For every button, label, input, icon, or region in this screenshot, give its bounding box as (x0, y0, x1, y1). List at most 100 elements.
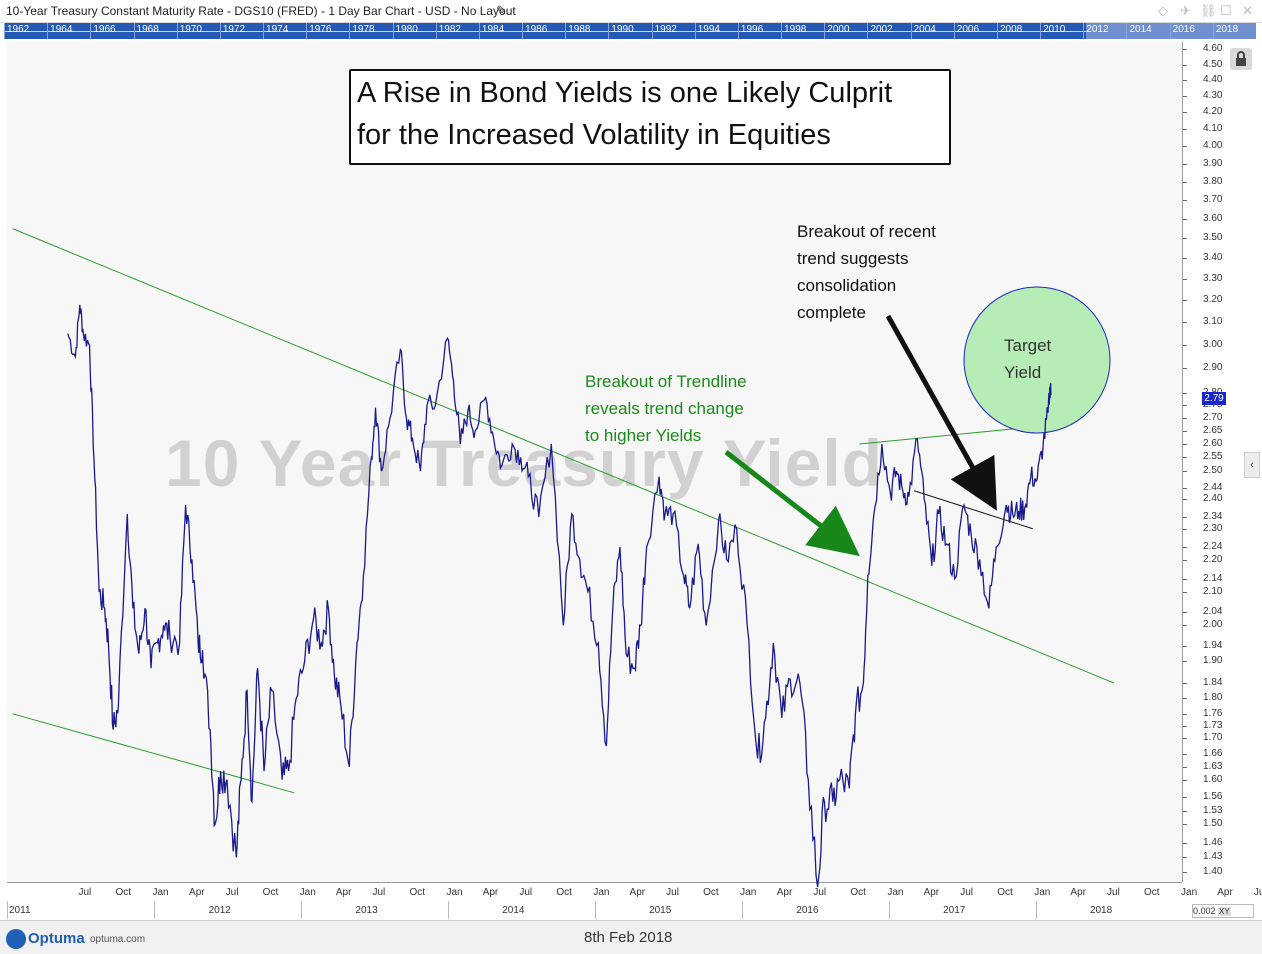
navigator-year-label[interactable]: 1980 (395, 24, 418, 35)
x-month-label: Apr (923, 887, 940, 898)
x-year-separator (153, 901, 155, 919)
brand-url[interactable]: optuma.com (90, 934, 146, 945)
navigator-year-label[interactable]: 2008 (999, 24, 1023, 35)
navigator-year-label[interactable]: 1996 (740, 24, 764, 35)
y-tick-label: 1.40 (1203, 866, 1223, 878)
y-tick-label: 1.80 (1203, 692, 1223, 704)
x-year-label: 2012 (208, 905, 231, 916)
close-icon[interactable]: ✕ (1242, 3, 1253, 18)
navigator-year-label[interactable]: 2014 (1129, 24, 1152, 35)
y-axis-tick (1183, 345, 1187, 347)
x-month-label: Jul (1253, 887, 1262, 898)
x-year-label: 2016 (796, 905, 819, 916)
x-year-separator (7, 901, 8, 919)
y-tick-label: 1.84 (1203, 677, 1223, 689)
navigator-year-tick (47, 23, 49, 39)
y-tick-label: 2.65 (1203, 424, 1223, 436)
navigator-year-label[interactable]: 1976 (309, 24, 332, 35)
x-month-label: Oct (115, 887, 131, 898)
x-month-label: Jan (446, 887, 463, 898)
y-axis-tick (1183, 857, 1187, 859)
edit-pencil-icon[interactable]: ✎ (496, 3, 507, 18)
y-axis-tick (1183, 49, 1187, 51)
x-month-label: Jan (1181, 887, 1198, 898)
navigator-year-label[interactable]: 1992 (654, 24, 677, 35)
navigator-year-label[interactable]: 1994 (697, 24, 720, 35)
y-axis-tick (1183, 754, 1187, 756)
navigator-year-label[interactable]: 1990 (611, 24, 634, 35)
diamond-icon[interactable]: ◇ (1158, 3, 1168, 18)
navigator-year-label[interactable]: 2006 (956, 24, 980, 35)
y-axis-tick (1183, 112, 1187, 114)
x-year-separator (447, 901, 449, 919)
note-breakout-trendline-1: Breakout of Trendline (585, 372, 747, 391)
y-tick-label: 3.90 (1203, 157, 1223, 169)
navigator-year-label[interactable]: 1988 (568, 24, 591, 35)
navigator-year-label[interactable]: 1986 (525, 24, 548, 35)
y-axis-tick (1183, 737, 1187, 739)
navigator-year-label[interactable]: 2018 (1215, 24, 1239, 35)
y-axis-tick (1183, 725, 1187, 727)
y-axis-tick (1183, 471, 1187, 473)
y-tick-label: 1.90 (1203, 654, 1223, 666)
y-axis-tick (1183, 625, 1187, 627)
pin-icon[interactable]: ✈ (1180, 3, 1191, 18)
navigator-year-label[interactable]: 2002 (870, 24, 893, 35)
x-month-label: Jul (372, 887, 386, 898)
black-arrow (885, 314, 997, 511)
y-tick-label: 2.24 (1203, 541, 1223, 553)
y-axis-tick (1183, 181, 1187, 183)
lock-icon[interactable] (1230, 48, 1252, 70)
y-axis-tick (1183, 64, 1187, 66)
navigator-year-tick (4, 23, 5, 39)
y-axis-tick (1183, 430, 1187, 432)
navigator-year-label[interactable]: 1962 (7, 24, 30, 35)
y-tick-label: 2.70 (1203, 411, 1223, 423)
navigator-year-tick (737, 23, 739, 39)
chevron-left-icon[interactable]: ‹ (1244, 452, 1260, 478)
y-axis-tick (1183, 279, 1187, 281)
y-tick-label: 4.60 (1203, 43, 1223, 55)
navigator-year-tick (1083, 23, 1085, 39)
link-icon[interactable]: ⛓ (1200, 3, 1217, 18)
navigator-year-label[interactable]: 1984 (481, 24, 505, 35)
navigator-year-tick (133, 23, 135, 39)
date-navigator[interactable]: 1962 1964 1966 1968 1970 1972 1974 1976 1978 1980… (4, 23, 1256, 39)
navigator-year-label[interactable]: 1982 (438, 24, 461, 35)
headline-box: A Rise in Bond Yields is one Likely Culp… (349, 69, 951, 165)
navigator-year-label[interactable]: 1968 (136, 24, 159, 35)
x-year-separator (741, 901, 743, 919)
y-axis-tick (1183, 872, 1187, 874)
green-arrow (724, 450, 860, 557)
navigator-year-label[interactable]: 2012 (1086, 24, 1109, 35)
navigator-year-label[interactable]: 2004 (913, 24, 936, 35)
navigator-year-tick (867, 23, 869, 39)
x-month-label: Jul (666, 887, 679, 898)
x-month-label: Oct (850, 887, 866, 898)
navigator-year-label[interactable]: 1972 (222, 24, 246, 35)
navigator-year-tick (1126, 23, 1128, 39)
x-axis[interactable]: Jul Oct Jan Apr Jul Oct Jan Apr Jul Oct Jan Apr Jul O… (7, 882, 1262, 919)
navigator-year-label[interactable]: 2010 (1043, 24, 1066, 35)
navigator-year-label[interactable]: 1964 (50, 24, 73, 35)
navigator-year-label[interactable]: 1966 (93, 24, 116, 35)
navigator-year-label[interactable]: 1978 (352, 24, 375, 35)
x-month-label: Apr (189, 887, 205, 898)
y-tick-label: 2.90 (1203, 362, 1223, 374)
navigator-year-label[interactable]: 2016 (1172, 24, 1195, 35)
y-tick-label: 1.63 (1203, 760, 1223, 772)
y-tick-label: 3.70 (1203, 194, 1223, 206)
y-tick-label: 3.40 (1203, 252, 1223, 264)
navigator-year-tick (522, 23, 524, 39)
navigator-year-label[interactable]: 2000 (827, 24, 850, 35)
maximize-icon[interactable]: ☐ (1220, 3, 1232, 18)
navigator-year-label[interactable]: 1970 (179, 24, 202, 35)
green-trendline (12, 713, 295, 794)
navigator-year-label[interactable]: 1998 (784, 24, 807, 35)
x-year-label: 2017 (943, 905, 966, 916)
navigator-year-tick (176, 23, 178, 39)
y-tick-label: 4.10 (1203, 123, 1223, 135)
navigator-year-label[interactable]: 1974 (266, 24, 289, 35)
y-axis-tick (1183, 611, 1187, 613)
